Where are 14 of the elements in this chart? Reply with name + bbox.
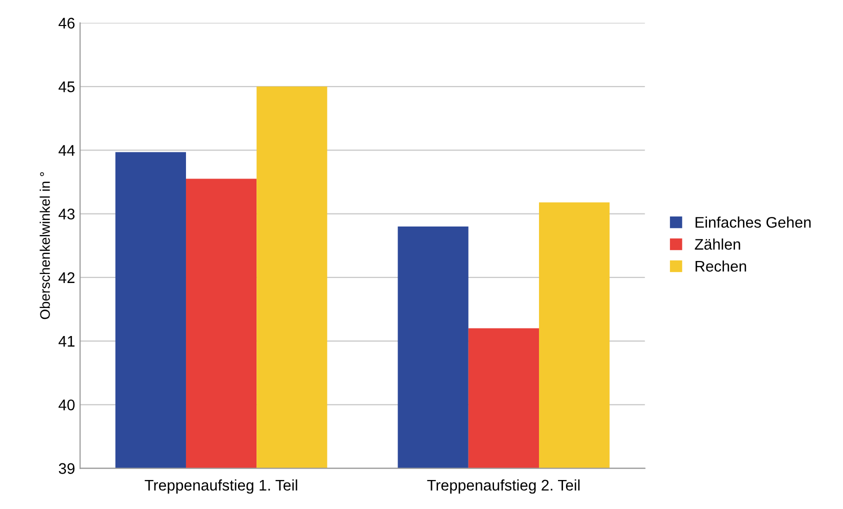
legend-label: Einfaches Gehen bbox=[696, 216, 811, 228]
x-tick-label: Treppenaufstieg 1. Teil bbox=[144, 479, 298, 494]
y-tick-label: 39 bbox=[58, 463, 74, 474]
legend-label: Zählen bbox=[694, 238, 740, 250]
y-tick-label: 42 bbox=[58, 272, 74, 283]
y-tick-label: 44 bbox=[58, 145, 75, 156]
y-tick-label: 43 bbox=[58, 208, 75, 220]
x-tick-label: Treppenaufstieg 2. Teil bbox=[427, 479, 580, 494]
y-tick-label: 41 bbox=[58, 336, 74, 347]
legend-label: Rechen bbox=[696, 260, 746, 272]
y-axis-title: Oberschenkelwinkel in ° bbox=[40, 172, 50, 320]
y-tick-label: 46 bbox=[58, 18, 75, 29]
y-tick-label: 45 bbox=[58, 82, 75, 92]
y-tick-label: 40 bbox=[58, 400, 75, 410]
